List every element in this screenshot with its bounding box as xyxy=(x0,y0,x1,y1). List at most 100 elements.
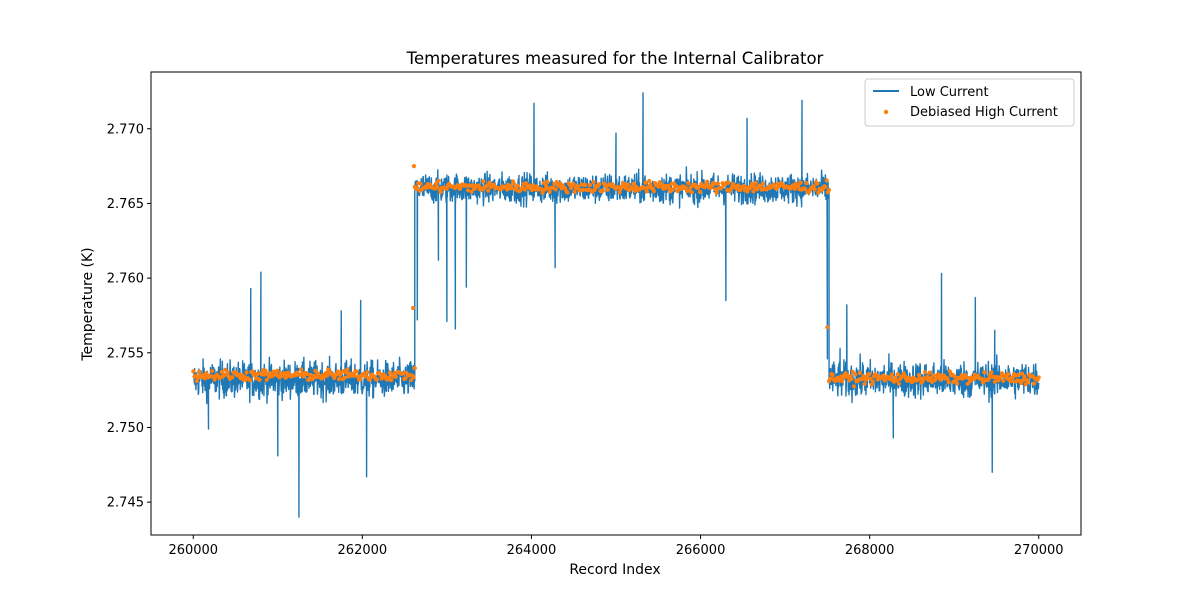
scatter-point xyxy=(849,376,854,381)
scatter-point xyxy=(697,189,703,195)
scatter-point xyxy=(597,182,602,187)
scatter-point xyxy=(798,180,803,185)
scatter-point xyxy=(541,180,546,185)
scatter-point xyxy=(600,188,606,193)
scatter-point xyxy=(365,370,370,375)
scatter-point xyxy=(803,186,808,192)
scatter-point xyxy=(304,371,310,377)
scatter-point xyxy=(225,370,230,375)
legend-label-debiased-high-current: Debiased High Current xyxy=(910,105,1058,120)
scatter-point xyxy=(400,371,406,376)
scatter-point xyxy=(282,371,287,376)
x-axis: 260000 262000 264000 266000 268000 270000 xyxy=(168,535,1064,558)
scatter-point xyxy=(191,369,196,374)
scatter-point xyxy=(342,375,347,380)
scatter-point xyxy=(631,181,636,186)
y-tick-label: 2.770 xyxy=(107,122,144,137)
scatter-point xyxy=(750,181,755,187)
y-axis-label: Temperature (K) xyxy=(80,247,96,361)
scatter-point xyxy=(572,189,577,194)
scatter-point xyxy=(358,377,363,382)
scatter-point xyxy=(542,187,548,192)
scatter-point xyxy=(967,379,973,384)
scatter-point xyxy=(916,373,922,378)
scatter-point xyxy=(197,369,202,374)
scatter-point xyxy=(383,373,388,378)
y-tick-label: 2.750 xyxy=(107,421,144,436)
scatter-point xyxy=(387,370,393,375)
scatter-point xyxy=(696,184,701,189)
scatter-point xyxy=(444,186,449,191)
scatter-point xyxy=(889,372,894,377)
scatter-point xyxy=(828,376,833,381)
scatter-point xyxy=(823,184,828,189)
scatter-point xyxy=(954,381,960,386)
scatter-point xyxy=(591,179,596,185)
scatter-point xyxy=(686,180,691,186)
scatter-point xyxy=(491,182,497,188)
scatter-point xyxy=(825,325,830,330)
scatter-point xyxy=(851,384,857,389)
scatter-point xyxy=(469,189,474,194)
scatter-point xyxy=(830,372,835,377)
scatter-point xyxy=(388,377,394,383)
scatter-point xyxy=(263,368,268,373)
scatter-point xyxy=(410,305,416,311)
scatter-point xyxy=(719,185,724,190)
scatter-point xyxy=(896,381,902,386)
x-tick-label: 266000 xyxy=(676,543,726,558)
scatter-point xyxy=(952,374,957,379)
scatter-point xyxy=(411,374,416,380)
scatter-point xyxy=(212,377,217,382)
scatter-point xyxy=(853,372,858,377)
scatter-point xyxy=(986,376,992,381)
y-tick-label: 2.765 xyxy=(107,197,144,212)
scatter-point xyxy=(824,178,829,183)
scatter-point xyxy=(816,190,821,195)
scatter-point xyxy=(870,379,875,384)
scatter-point xyxy=(726,180,731,185)
x-axis-label: Record Index xyxy=(569,562,660,578)
scatter-point xyxy=(1021,378,1026,383)
scatter-point xyxy=(436,178,441,183)
scatter-point xyxy=(403,376,408,381)
x-tick-label: 270000 xyxy=(1014,543,1064,558)
scatter-point xyxy=(512,181,517,187)
x-tick-label: 264000 xyxy=(507,543,557,558)
scatter-point xyxy=(321,375,326,380)
scatter-point xyxy=(418,181,423,186)
scatter-point xyxy=(992,379,998,384)
scatter-point xyxy=(998,374,1003,379)
scatter-point xyxy=(605,187,610,192)
scatter-point xyxy=(412,365,417,371)
scatter-point xyxy=(843,371,848,376)
scatter-point xyxy=(922,370,928,375)
scatter-point xyxy=(867,371,872,377)
scatter-point xyxy=(857,370,862,375)
scatter-point xyxy=(812,187,817,192)
scatter-point xyxy=(1016,372,1021,377)
scatter-point xyxy=(760,181,765,186)
scatter-point xyxy=(625,182,630,187)
scatter-point xyxy=(433,181,439,186)
scatter-point xyxy=(354,369,359,374)
scatter-point xyxy=(989,370,994,375)
scatter-point xyxy=(1022,374,1027,379)
scatter-point xyxy=(815,181,820,186)
scatter-point xyxy=(411,163,417,169)
scatter-point xyxy=(257,377,262,383)
scatter-point xyxy=(553,187,558,192)
scatter-point xyxy=(751,189,756,194)
scatter-point xyxy=(811,184,816,189)
scatter-point xyxy=(647,178,652,184)
scatter-point xyxy=(576,184,581,189)
scatter-point xyxy=(1020,371,1025,376)
y-tick-label: 2.760 xyxy=(107,272,144,287)
scatter-point xyxy=(393,374,398,379)
scatter-point xyxy=(374,377,379,382)
scatter-point xyxy=(248,378,253,383)
scatter-point xyxy=(345,367,350,372)
scatter-point xyxy=(476,183,481,188)
scatter-point xyxy=(262,372,267,377)
scatter-point xyxy=(925,374,930,379)
